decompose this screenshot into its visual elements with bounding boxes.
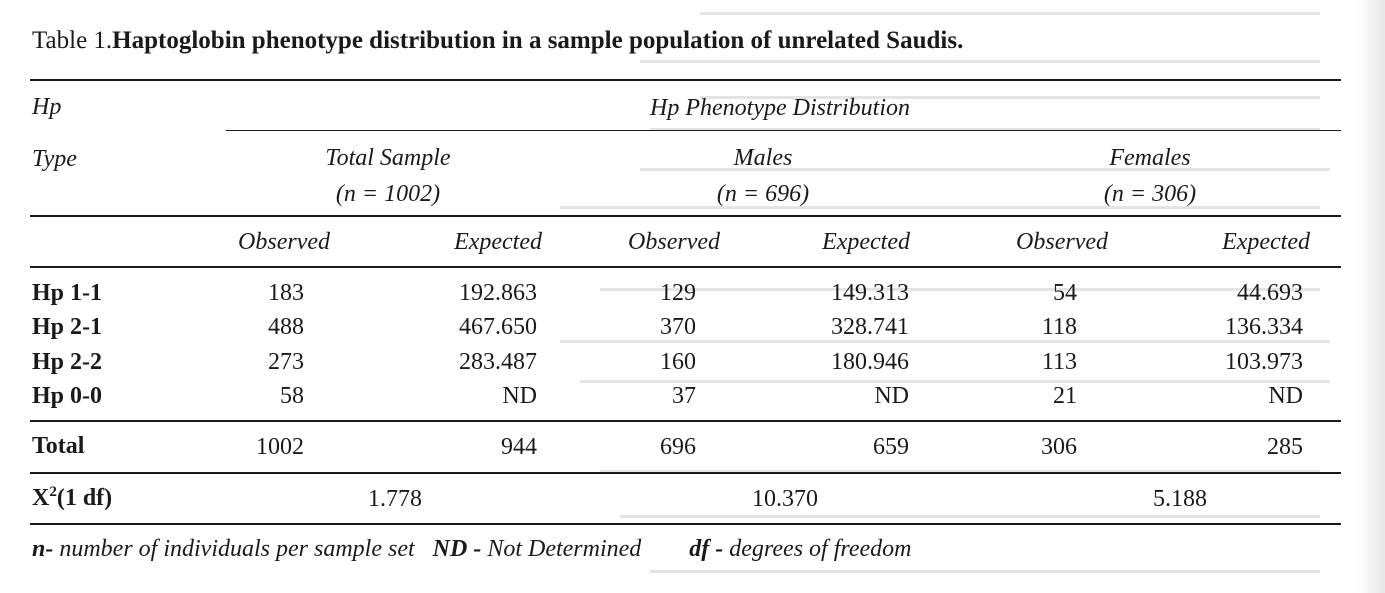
bottom-rule	[30, 523, 1341, 525]
cell: 103.973	[1225, 349, 1303, 375]
total-cell: 306	[1041, 434, 1077, 460]
cell: 21	[1053, 383, 1077, 409]
cell: 180.946	[831, 349, 909, 375]
group-males-name: Males	[733, 145, 793, 171]
row-type: Hp 0-0	[32, 383, 103, 409]
cell: 58	[280, 383, 304, 409]
subcol-males-expected: Expected	[822, 229, 910, 255]
total-cell: 285	[1267, 434, 1303, 460]
table-footnote: n- number of individuals per sample set …	[32, 537, 911, 561]
group-females-name: Females	[1109, 145, 1191, 171]
subcol-females-expected: Expected	[1222, 229, 1310, 255]
footnote-df-text: degrees of freedom	[723, 536, 912, 562]
hp-type-header-line1: Hp	[32, 94, 62, 120]
subcol-males-observed: Observed	[628, 229, 720, 255]
total-cell: 659	[873, 434, 909, 460]
page-edge-shadow	[1357, 0, 1385, 593]
header-rule	[30, 215, 1341, 217]
cell: 129	[660, 280, 696, 306]
cell: 37	[672, 383, 696, 409]
subcol-total-observed: Observed	[238, 229, 330, 255]
footnote-nd-text: Not Determined	[481, 536, 642, 562]
table-caption: Table 1.Haptoglobin phenotype distributi…	[32, 28, 963, 53]
subcol-females-observed: Observed	[1016, 229, 1108, 255]
total-label: Total	[32, 433, 85, 459]
subheader-rule	[30, 266, 1341, 268]
row-type: Hp 1-1	[32, 280, 103, 306]
footnote-nd-key: ND -	[432, 536, 482, 562]
group-total-name: Total Sample	[325, 145, 451, 171]
chi-square-total: 1.778	[368, 486, 422, 512]
cell: ND	[874, 383, 909, 409]
subcol-total-expected: Expected	[454, 229, 542, 255]
total-cell: 944	[501, 434, 537, 460]
hp-type-header-line2: Type	[32, 146, 77, 172]
footnote-n-text: number of individuals per sample set	[53, 536, 415, 562]
group-title: Hp Phenotype Distribution	[650, 95, 910, 121]
total-cell: 696	[660, 434, 696, 460]
row-type: Hp 2-1	[32, 314, 103, 340]
chi-square-males: 10.370	[752, 486, 818, 512]
cell: 328.741	[831, 314, 909, 340]
cell: 273	[268, 349, 304, 375]
cell: 488	[268, 314, 304, 340]
cell: 118	[1041, 314, 1077, 340]
chi-square-females: 5.188	[1153, 486, 1207, 512]
cell: 54	[1053, 280, 1077, 306]
group-rule	[226, 130, 1341, 131]
row-type: Hp 2-2	[32, 349, 103, 375]
footnote-n-key: n-	[32, 536, 54, 562]
cell: 44.693	[1237, 280, 1303, 306]
total-rule	[30, 420, 1341, 422]
cell: 467.650	[459, 314, 537, 340]
cell: 160	[660, 349, 696, 375]
cell: 136.334	[1225, 314, 1303, 340]
total-cell: 1002	[256, 434, 304, 460]
cell: 283.487	[459, 349, 537, 375]
top-rule	[30, 79, 1341, 81]
cell: ND	[502, 383, 537, 409]
footnote-df-key: df -	[689, 536, 724, 562]
group-females-n: (n = 306)	[1103, 181, 1197, 207]
cell: 149.313	[831, 280, 909, 306]
cell: ND	[1268, 383, 1303, 409]
chi-square-label: X2(1 df)	[32, 484, 113, 511]
cell: 192.863	[459, 280, 537, 306]
group-total-n: (n = 1002)	[335, 181, 441, 207]
cell: 370	[660, 314, 696, 340]
caption-title: Haptoglobin phenotype distribution in a …	[112, 27, 964, 54]
chi-rule	[30, 472, 1341, 474]
group-males-n: (n = 696)	[716, 181, 810, 207]
cell: 183	[268, 280, 304, 306]
cell: 113	[1041, 349, 1077, 375]
caption-label: Table 1.	[32, 27, 113, 54]
